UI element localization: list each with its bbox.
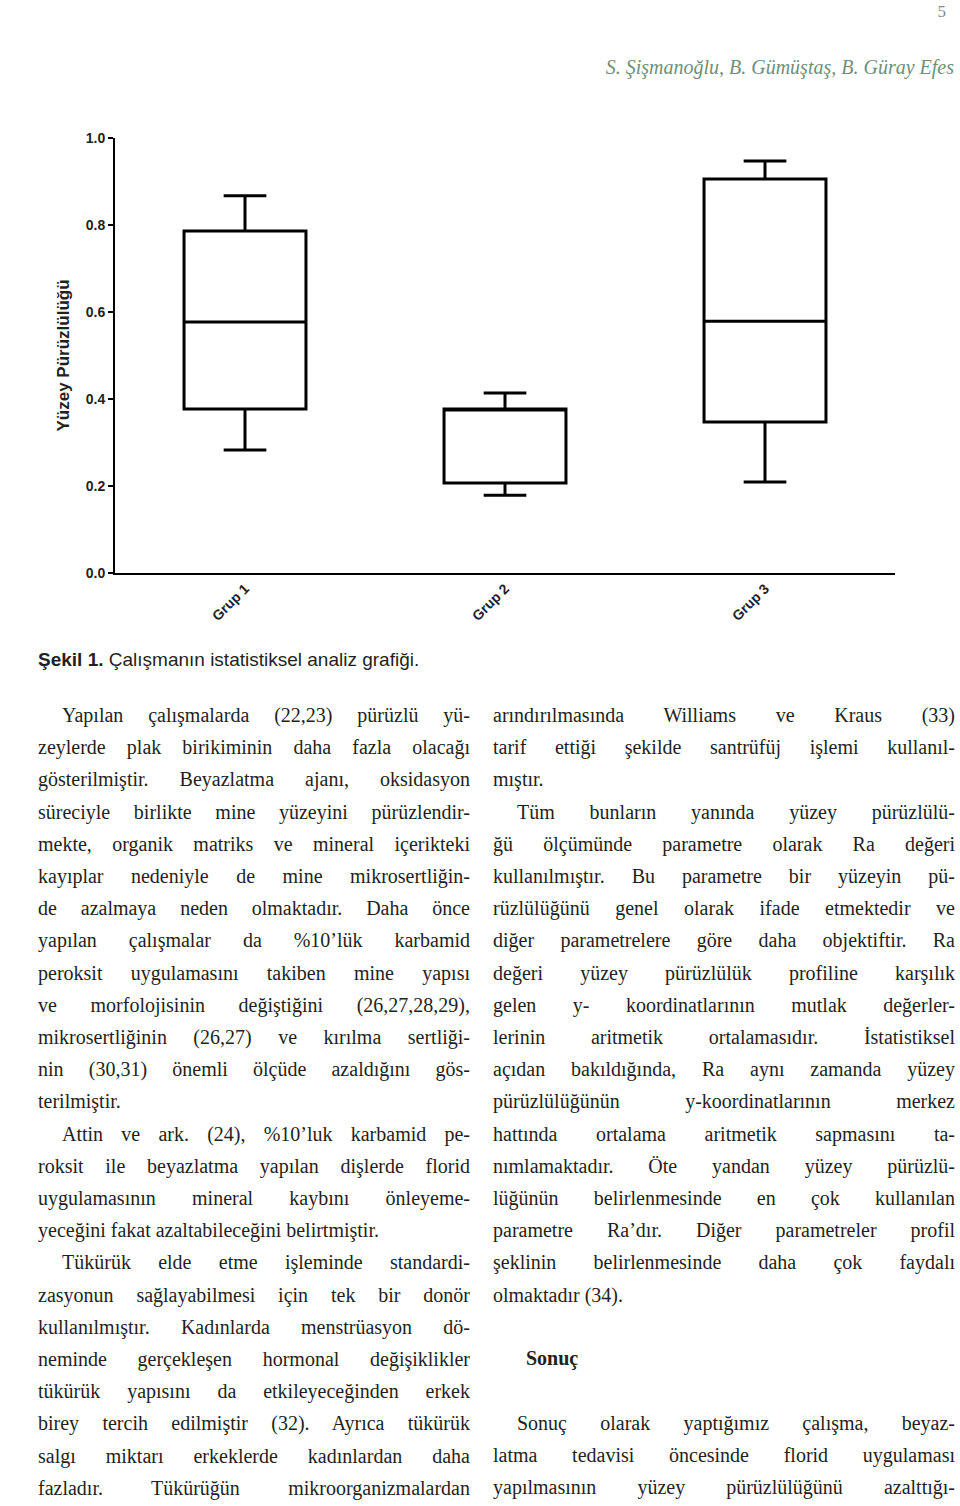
- svg-text:Grup 1: Grup 1: [209, 580, 252, 623]
- html-text:lerinin aritmetik ortalamasıdı: lerinin aritmetik ortalamasıdır. İstatis…: [493, 1026, 955, 1048]
- html-text:mıştır.: mıştır.: [493, 768, 544, 791]
- html-text:hattında ortalama aritmetik sa: hattında ortalama aritmetik sapmasını ta…: [493, 1122, 955, 1145]
- html-text:roksit ile beyazlatma yapılan: roksit ile beyazlatma yapılan dişlerde f…: [38, 1154, 470, 1177]
- html-text:değeri yüzey pürüzlülük profil: değeri yüzey pürüzlülük profiline karşıl…: [493, 961, 955, 984]
- html-text:Şekil 1. Çalışmanın istatistik: Şekil 1. Çalışmanın istatistiksel analiz…: [38, 649, 420, 670]
- html-text:zasyonun sağlayabilmesi için t: zasyonun sağlayabilmesi için tek bir don…: [38, 1283, 470, 1306]
- html-text:fazladır. Tükürüğün mikroorgan: fazladır. Tükürüğün mikroorganizmalardan: [38, 1476, 470, 1499]
- svg-text:0.4: 0.4: [86, 391, 106, 407]
- svg-text:Grup 3: Grup 3: [729, 580, 772, 623]
- html-text:yapılmasının yüzey pürüzlülüğü: yapılmasının yüzey pürüzlülüğünü azalttı…: [493, 1476, 955, 1499]
- html-text:yeceğini fakat azaltabileceğin: yeceğini fakat azaltabileceğini belirtmi…: [38, 1219, 379, 1242]
- html-text:5: 5: [937, 2, 946, 21]
- html-text:salgı miktarı erkeklerde kadın: salgı miktarı erkeklerde kadınlardan dah…: [38, 1444, 470, 1467]
- html-text:olmaktadır (34).: olmaktadır (34).: [493, 1283, 623, 1306]
- html-text:neminde gerçekleşen hormonal d: neminde gerçekleşen hormonal değişiklikl…: [38, 1348, 470, 1371]
- html-text:peroksit uygulamasını takiben: peroksit uygulamasını takiben mine yapıs…: [38, 961, 470, 984]
- html-text:lüğünün belirlenmesinde en çok: lüğünün belirlenmesinde en çok kullanıla…: [493, 1187, 955, 1209]
- html-text:kullanılmıştır. Bu parametre b: kullanılmıştır. Bu parametre bir yüzeyin…: [493, 865, 955, 887]
- html-text:şeklinin belirlenmesinde daha: şeklinin belirlenmesinde daha çok faydal…: [493, 1251, 955, 1274]
- html-text:açıdan bakıldığında, Ra aynı z: açıdan bakıldığında, Ra aynı zamanda yüz…: [493, 1058, 955, 1081]
- html-text:Tükürük elde etme işleminde st: Tükürük elde etme işleminde standardi-: [62, 1251, 470, 1274]
- html-text:parametre Ra’dır. Diğer parame: parametre Ra’dır. Diğer parametreler pro…: [493, 1219, 955, 1242]
- html-text:diğer parametrelere göre daha: diğer parametrelere göre daha objektifti…: [493, 929, 955, 952]
- svg-text:0.2: 0.2: [86, 478, 106, 494]
- html-text:kullanılmıştır. Kadınlarda men: kullanılmıştır. Kadınlarda menstrüasyon …: [38, 1315, 470, 1338]
- html-text:tarif ettiği şekilde santrüfüj: tarif ettiği şekilde santrüfüj işlemi ku…: [493, 736, 955, 759]
- html-text:ve morfolojisinin değiştiğini: ve morfolojisinin değiştiğini (26,27,28,…: [38, 993, 470, 1016]
- html-text:uygulamasının mineral kaybını: uygulamasının mineral kaybını önleyeme-: [38, 1187, 470, 1209]
- html-text:nımlamaktadır. Öte yandan yüze: nımlamaktadır. Öte yandan yüzey pürüzlü-: [493, 1154, 955, 1177]
- html-text:Attin ve ark. (24), %10’luk ka: Attin ve ark. (24), %10’luk karbamid pe-: [62, 1122, 470, 1145]
- svg-text:1.0: 1.0: [86, 130, 106, 146]
- html-text:Sonuç olarak yaptığımız çalışm: Sonuç olarak yaptığımız çalışma, beyaz-: [517, 1412, 955, 1435]
- svg-text:0.0: 0.0: [86, 565, 106, 581]
- svg-text:0.8: 0.8: [86, 217, 106, 233]
- svg-text:0.6: 0.6: [86, 304, 106, 320]
- html-text:rüzlülüğünü genel olarak ifade: rüzlülüğünü genel olarak ifade etmektedi…: [493, 897, 955, 920]
- html-text:S. Şişmanoğlu, B. Gümüştaş, B.: S. Şişmanoğlu, B. Gümüştaş, B. Güray Efe…: [605, 56, 954, 78]
- html-text:arındırılmasında Williams ve K: arındırılmasında Williams ve Kraus (33): [493, 704, 955, 726]
- svg-text:Grup 2: Grup 2: [469, 580, 512, 623]
- html-text:süreciyle birlikte mine yüzeyi: süreciyle birlikte mine yüzeyini pürüzle…: [38, 800, 470, 823]
- html-text:gösterilmiştir. Beyazlatma aja: gösterilmiştir. Beyazlatma ajanı, oksida…: [38, 768, 470, 791]
- svg-text:Yüzey Pürüzlülüğü: Yüzey Pürüzlülüğü: [54, 279, 73, 431]
- html-text:ğü ölçümünde parametre olarak: ğü ölçümünde parametre olarak Ra değeri: [493, 832, 955, 855]
- html-text:gelen y- koordinatlarının mutl: gelen y- koordinatlarının mutlak değerle…: [493, 993, 955, 1016]
- html-text:pürüzlülüğünün y-koordinatları: pürüzlülüğünün y-koordinatlarının merkez: [493, 1090, 955, 1113]
- html-text:birey tercih edilmiştir (32).: birey tercih edilmiştir (32). Ayrıca tük…: [38, 1412, 470, 1435]
- html-text:zeylerde plak birikiminin daha: zeylerde plak birikiminin daha fazla ola…: [38, 736, 470, 759]
- html-text:Yapılan çalışmalarda (22,23) p: Yapılan çalışmalarda (22,23) pürüzlü yü-: [62, 704, 470, 726]
- html-text:mikrosertliğinin (26,27) ve kı: mikrosertliğinin (26,27) ve kırılma sert…: [38, 1026, 470, 1048]
- html-text:mekte, organik matriks ve mine: mekte, organik matriks ve mineral içerik…: [38, 832, 470, 855]
- html-text:de azalmaya neden olmaktadır.: de azalmaya neden olmaktadır. Daha önce: [38, 897, 470, 920]
- html-text:kayıplar nedeniyle de mine mik: kayıplar nedeniyle de mine mikrosertliği…: [38, 865, 470, 887]
- html-text:tükürük yapısını da etkileyece: tükürük yapısını da etkileyeceğinden erk…: [38, 1380, 470, 1403]
- html-text:Sonuç: Sonuç: [526, 1346, 579, 1369]
- html-text:nin (30,31) önemli ölçüde azal: nin (30,31) önemli ölçüde azaldığını gös…: [38, 1058, 470, 1081]
- html-text:latma tedavisi öncesinde flori: latma tedavisi öncesinde florid uygulama…: [493, 1444, 955, 1467]
- html-text:yapılan çalışmalar da %10’lük: yapılan çalışmalar da %10’lük karbamid: [38, 929, 470, 952]
- html-text:Tüm bunların yanında yüzey pür: Tüm bunların yanında yüzey pürüzlülü-: [517, 800, 955, 823]
- html-text:terilmiştir.: terilmiştir.: [38, 1090, 121, 1113]
